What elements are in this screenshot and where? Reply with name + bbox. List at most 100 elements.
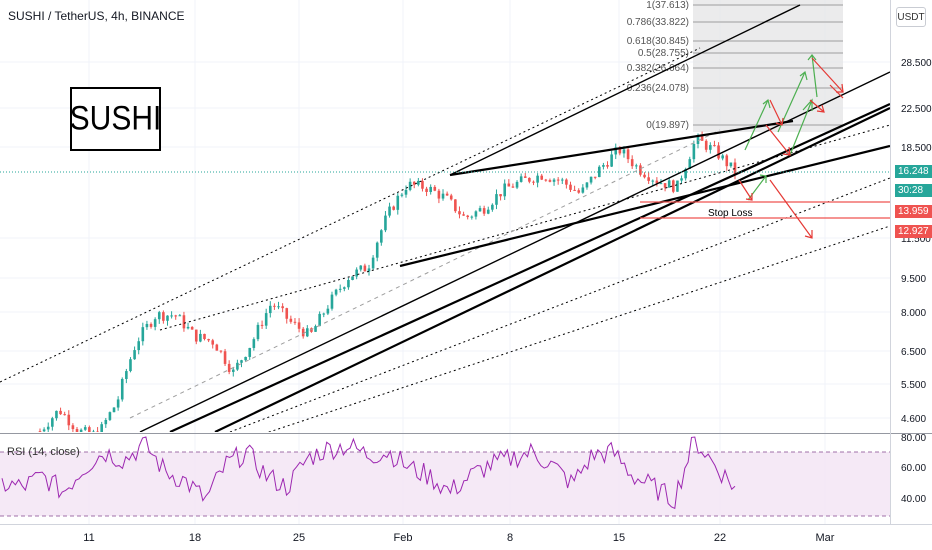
currency-button[interactable]: USDT	[896, 7, 926, 27]
candle-body	[540, 175, 544, 180]
candle-body	[367, 268, 371, 272]
target-down-price-tag: 12.927	[895, 225, 932, 238]
candle-body	[478, 208, 482, 212]
candle-body	[355, 269, 358, 277]
candle-body	[672, 180, 675, 192]
candle-body	[449, 195, 453, 200]
candle-body	[544, 179, 548, 181]
candle-body	[256, 324, 260, 340]
candle-body	[700, 134, 704, 141]
candle-body	[182, 315, 186, 329]
candle-body	[384, 215, 387, 231]
price-tick-label: 22.500	[901, 104, 932, 115]
candle-body	[322, 313, 326, 315]
candle-body	[454, 199, 457, 212]
candle-body	[375, 242, 379, 258]
candle-body	[495, 194, 498, 205]
stop-loss-price-tag: 13.959	[895, 205, 932, 218]
candle-body	[190, 326, 194, 330]
price-tick-label: 18.500	[901, 143, 932, 154]
candle-body	[717, 145, 720, 159]
candle-body	[343, 287, 346, 289]
rsi-title[interactable]: RSI (14, close)	[7, 446, 80, 458]
rsi-axis[interactable]: 80.00 60.00 40.00	[901, 433, 926, 505]
rsi-pane[interactable]	[0, 436, 890, 517]
candle-body	[260, 324, 264, 326]
price-tick-label: 11.500	[901, 234, 931, 245]
candle-body	[643, 174, 646, 178]
candle-body	[458, 211, 461, 215]
candle-body	[663, 183, 667, 188]
candle-body	[174, 315, 178, 317]
candle-body	[149, 323, 153, 327]
candle-body	[388, 206, 391, 216]
candle-body	[676, 180, 679, 192]
trendline-group[interactable]	[0, 4, 890, 440]
candle-body	[371, 257, 375, 269]
candle-body	[462, 214, 465, 216]
last-price-tag: 16.248	[895, 165, 932, 178]
candle-body	[511, 186, 515, 188]
candle-body	[215, 344, 219, 351]
fib-level-label: 0.382(26.664)	[627, 63, 689, 74]
candle-body	[306, 328, 309, 337]
candle-body	[392, 206, 395, 210]
candle-body	[725, 155, 729, 167]
candle-body	[548, 180, 552, 182]
candle-body	[470, 216, 474, 218]
candle-body	[585, 182, 589, 188]
candle-body	[338, 288, 342, 290]
time-axis[interactable]: 11 18 25 Feb 8 15 22 Mar	[83, 532, 835, 544]
candle-body	[170, 315, 173, 317]
candle-body	[227, 363, 231, 372]
candle-body	[536, 175, 539, 183]
candle-body	[363, 265, 367, 272]
candle-body	[696, 134, 700, 144]
candle-body	[79, 429, 83, 432]
candle-body	[108, 412, 112, 420]
time-tick-label: Feb	[394, 532, 413, 544]
candle-body	[523, 176, 527, 178]
fibonacci-retracement[interactable]: 1(37.613) 0.786(33.822) 0.618(30.845)0.5(2…	[627, 0, 843, 132]
projection-arrows[interactable]	[738, 54, 844, 239]
candle-body	[281, 306, 284, 309]
candle-body	[503, 183, 507, 197]
candle-body	[116, 399, 120, 408]
candle-body	[125, 371, 128, 379]
candle-body	[713, 145, 716, 147]
price-axis[interactable]: 28.500 22.500 18.500 11.500 9.500 8.000 6.500 5…	[901, 58, 932, 425]
rsi-tick-label: 60.00	[901, 463, 926, 474]
candle-body	[692, 143, 696, 160]
candle-body	[704, 140, 708, 150]
candle-body	[400, 194, 404, 196]
candle-body	[145, 323, 149, 328]
candle-body	[651, 180, 655, 182]
time-tick-label: 15	[613, 532, 625, 544]
candle-body	[162, 312, 165, 321]
candle-body	[310, 328, 313, 332]
candle-body	[264, 313, 268, 326]
candle-body	[59, 410, 62, 415]
price-tick-label: 28.500	[901, 58, 932, 69]
candle-body	[359, 265, 363, 270]
candle-body	[75, 429, 79, 432]
candle-body	[153, 319, 157, 327]
candle-body	[635, 165, 638, 167]
candle-body	[647, 177, 650, 181]
candle-body	[137, 341, 140, 351]
sushi-logo-box: SUSHI	[70, 87, 161, 151]
candle-body	[100, 424, 103, 432]
candle-body	[236, 362, 239, 370]
candle-body	[618, 147, 622, 154]
candle-body	[581, 187, 585, 193]
symbol-title[interactable]: SUSHI / TetherUS, 4h, BINANCE	[8, 9, 185, 23]
price-tick-label: 6.500	[901, 347, 926, 358]
candle-body	[178, 315, 182, 317]
rsi-tick-label: 80.00	[901, 433, 926, 444]
candle-body	[277, 306, 280, 308]
price-tick-label: 4.600	[901, 414, 926, 425]
candle-body	[289, 318, 293, 322]
candle-body	[589, 176, 593, 183]
candle-body	[709, 145, 712, 150]
